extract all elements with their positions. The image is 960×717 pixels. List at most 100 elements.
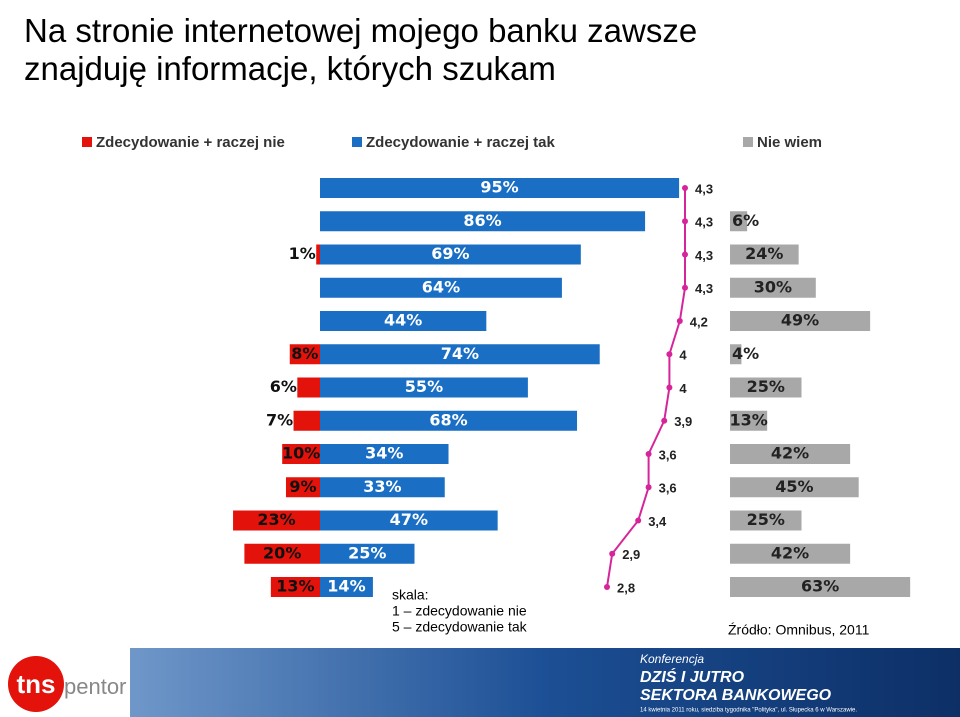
bar	[320, 377, 528, 398]
value-label: 30%	[754, 277, 792, 296]
mean-point	[645, 451, 652, 457]
bar	[320, 477, 445, 498]
bar	[730, 543, 851, 564]
bar	[293, 410, 320, 431]
bar	[730, 311, 871, 331]
value-label: 47%	[390, 510, 428, 529]
value-label: 64%	[422, 277, 460, 296]
value-label: 49%	[781, 311, 819, 330]
legend-label: Zdecydowanie + raczej tak	[366, 134, 555, 151]
value-label: 8%	[291, 344, 318, 363]
bar	[320, 344, 600, 365]
bar	[320, 543, 415, 564]
mean-point	[682, 185, 688, 191]
value-label: 10%	[282, 444, 320, 463]
bar	[320, 244, 581, 265]
mean-label: 4	[679, 348, 687, 363]
mean-line	[606, 188, 686, 588]
value-label: 68%	[429, 410, 467, 429]
logo-circle	[8, 656, 64, 712]
legend-swatch	[352, 137, 362, 147]
value-label: 24%	[745, 244, 783, 263]
value-label: 95%	[480, 178, 518, 197]
bar	[730, 244, 799, 265]
legend-label: Zdecydowanie + raczej nie	[96, 134, 285, 151]
legend-swatch	[82, 137, 92, 147]
bar	[285, 477, 320, 498]
bar	[244, 543, 320, 564]
value-label: 74%	[441, 344, 479, 363]
bar	[320, 178, 680, 198]
value-label: 45%	[775, 477, 813, 496]
value-label: 1%	[289, 244, 316, 263]
mean-label: 4,2	[690, 314, 708, 329]
legend-swatch	[743, 137, 753, 147]
annotation: 5 – zdecydowanie tak	[392, 619, 528, 635]
value-label: 13%	[276, 577, 314, 596]
legend-label: Nie wiem	[757, 134, 822, 151]
value-label: 25%	[747, 510, 785, 529]
bar	[233, 510, 320, 531]
mean-label: 4,3	[695, 181, 713, 196]
mean-point	[676, 318, 683, 324]
annotation: 1 – zdecydowanie nie	[392, 603, 527, 619]
bar	[320, 410, 578, 431]
value-label: 55%	[405, 377, 443, 396]
bar	[730, 277, 816, 298]
bar	[730, 577, 911, 597]
bar	[320, 510, 498, 531]
value-label: 7%	[266, 410, 293, 429]
value-label: 44%	[384, 311, 422, 330]
mean-point	[604, 584, 610, 590]
value-label: 25%	[348, 543, 386, 562]
source: Źródło: Omnibus, 2011	[728, 622, 870, 638]
mean-label: 2,8	[617, 580, 635, 595]
title: Na stronie internetowej mojego banku zaw…	[24, 12, 698, 87]
value-label: 20%	[263, 543, 301, 562]
bar	[297, 377, 320, 398]
banner-text: DZIŚ I JUTRO	[640, 667, 745, 686]
bar	[730, 444, 851, 464]
bar	[730, 377, 802, 398]
bar	[289, 344, 320, 365]
mean-label: 3,6	[659, 447, 677, 462]
mean-point	[682, 251, 688, 258]
value-label: 6%	[270, 377, 297, 396]
logo-text: tns	[17, 669, 56, 699]
value-label: 34%	[365, 444, 403, 463]
mean-label: 2,9	[622, 547, 640, 562]
bar	[320, 311, 487, 331]
value-label: 14%	[327, 577, 365, 596]
mean-label: 4,3	[695, 248, 713, 263]
bar	[270, 577, 320, 597]
mean-label: 3,4	[648, 514, 667, 529]
value-label: 33%	[363, 477, 401, 496]
mean-point	[666, 384, 673, 391]
mean-point	[635, 517, 642, 524]
value-label: 23%	[257, 510, 295, 529]
annotation: skala:	[392, 587, 429, 603]
value-label: 86%	[463, 211, 501, 230]
mean-label: 3,6	[659, 481, 677, 496]
mean-point	[666, 351, 673, 358]
value-label: 42%	[771, 543, 809, 562]
mean-label: 4,3	[695, 281, 713, 296]
mean-point	[609, 550, 616, 557]
bar	[730, 477, 859, 498]
mean-label: 4	[679, 381, 687, 396]
bar	[730, 410, 768, 431]
mean-label: 4,3	[695, 215, 713, 230]
value-label: 25%	[747, 377, 785, 396]
banner-note: 14 kwietnia 2011 roku, siedziba tygodnik…	[640, 708, 857, 714]
value-label: 6%	[732, 211, 759, 230]
value-label: 63%	[801, 577, 839, 596]
mean-point	[661, 417, 668, 424]
value-label: 9%	[289, 477, 316, 496]
value-label: 13%	[729, 410, 767, 429]
bar	[320, 577, 373, 597]
value-label: 4%	[732, 344, 759, 363]
bar	[730, 344, 742, 365]
banner-text: Konferencja	[640, 652, 704, 666]
